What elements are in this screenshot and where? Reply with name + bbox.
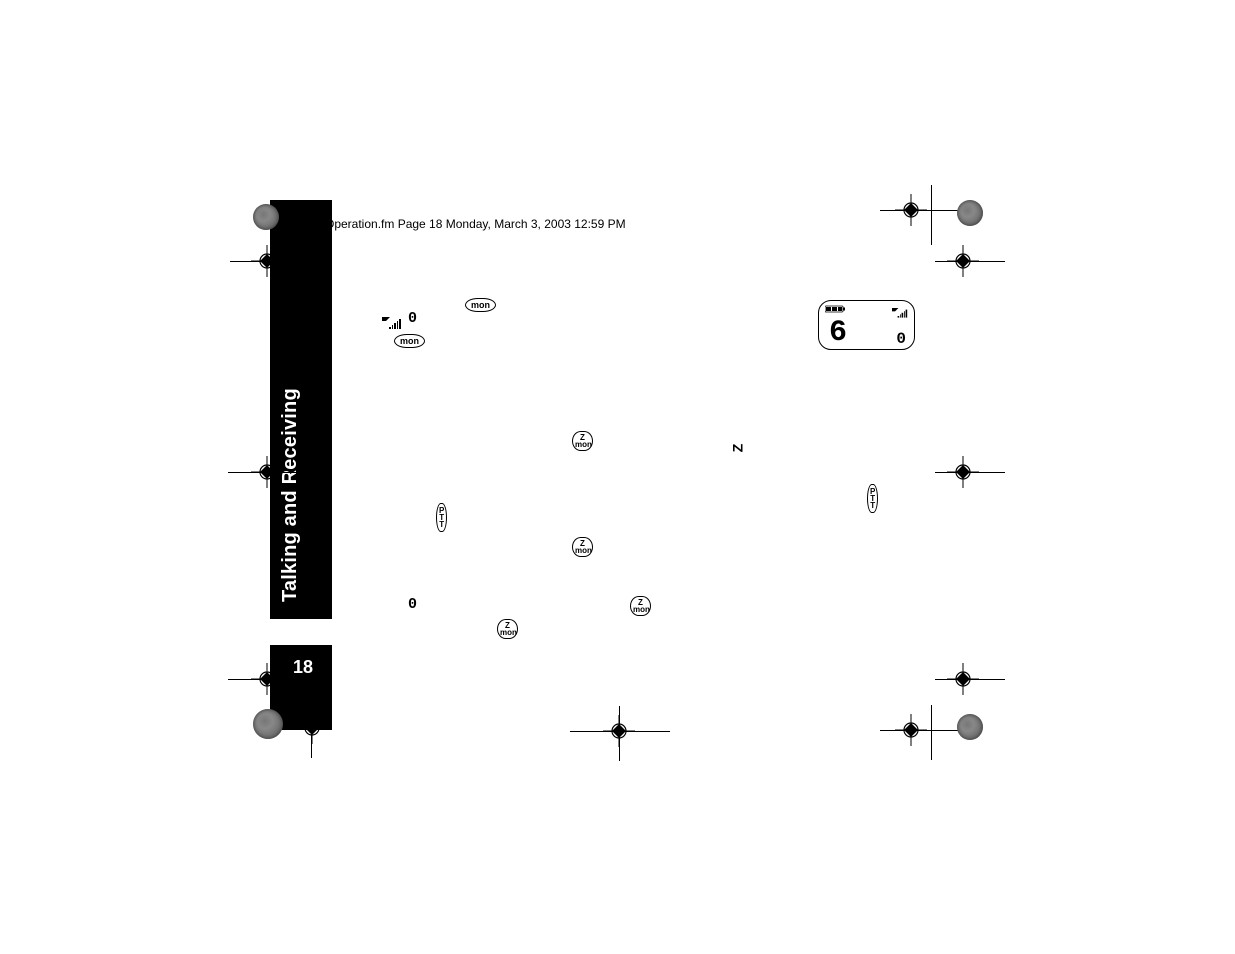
- crop-line: [931, 705, 932, 760]
- lcd-code: 0: [896, 331, 906, 347]
- crop-mark-icon: [895, 714, 927, 746]
- crop-mark-icon: [296, 200, 328, 232]
- page-root: Operation.fm Page 18 Monday, March 3, 20…: [0, 0, 1235, 954]
- ptt-button-icon: P T T: [436, 503, 447, 532]
- header-filepath: Operation.fm Page 18 Monday, March 3, 20…: [325, 217, 626, 231]
- page-number: 18: [293, 657, 313, 678]
- z-mon-button-icon: Z mon: [572, 537, 593, 557]
- texture-dot: [253, 709, 283, 739]
- mon-label: mon: [633, 605, 650, 614]
- ptt-t: T: [870, 501, 875, 510]
- z-rotated-label: Z: [729, 444, 745, 453]
- mon-label: mon: [500, 628, 517, 637]
- texture-dot: [253, 204, 279, 230]
- mon-label: mon: [575, 440, 592, 449]
- crop-mark-icon: [251, 245, 283, 277]
- lcd-display: 6 0: [818, 300, 915, 350]
- z-mon-button-icon: Z mon: [497, 619, 518, 639]
- crop-line: [931, 185, 932, 245]
- lcd-channel: 6: [829, 319, 845, 347]
- lcd-code-small: 0: [408, 310, 417, 327]
- crop-mark-icon: [895, 194, 927, 226]
- crop-mark-icon: [947, 245, 979, 277]
- texture-dot: [957, 200, 983, 226]
- lcd-code-small: 0: [408, 596, 417, 613]
- ptt-t: T: [439, 520, 444, 529]
- sidebar-gap: [270, 619, 332, 645]
- mon-label: mon: [575, 546, 592, 555]
- crop-mark-icon: [947, 456, 979, 488]
- ptt-button-icon: P T T: [867, 484, 878, 513]
- texture-dot: [957, 714, 983, 740]
- battery-icon: [825, 305, 847, 313]
- lcd-main-row: 6 0: [829, 319, 906, 347]
- z-mon-button-icon: Z mon: [572, 431, 593, 451]
- mon-button-icon: mon: [394, 334, 425, 348]
- crop-mark-icon: [251, 663, 283, 695]
- crop-mark-icon: [947, 663, 979, 695]
- crop-mark-icon: [296, 712, 328, 744]
- crop-mark-icon: [251, 456, 283, 488]
- crop-mark-icon: [603, 715, 635, 747]
- mon-button-icon: mon: [465, 298, 496, 312]
- signal-icon: [382, 314, 402, 332]
- section-title: Talking and Receiving: [279, 388, 302, 602]
- z-mon-button-icon: Z mon: [630, 596, 651, 616]
